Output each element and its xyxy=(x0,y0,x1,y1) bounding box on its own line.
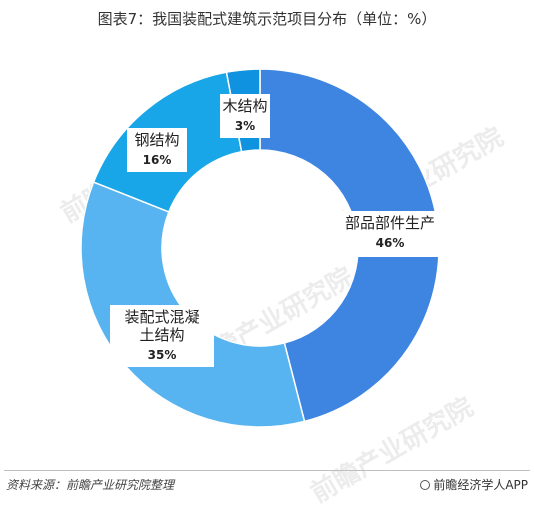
slice-name-label: 部品部件生产 xyxy=(345,214,435,232)
chart-title: 图表7：我国装配式建筑示范项目分布（单位：%） xyxy=(97,10,437,28)
slice-name-label: 木结构 xyxy=(222,97,267,115)
slice-name-label: 土结构 xyxy=(139,326,184,344)
donut-slice xyxy=(259,68,440,423)
slice-name-label: 装配式混凝 xyxy=(124,308,199,326)
donut-slice xyxy=(80,181,306,428)
brand-logo-icon xyxy=(420,480,431,490)
slice-value-label: 35% xyxy=(148,348,177,362)
slice-label-box xyxy=(333,211,447,257)
slice-name-label: 钢结构 xyxy=(134,131,179,149)
source-note: 资料来源：前瞻产业研究院整理 xyxy=(6,478,175,492)
brand-credit: 前瞻经济学人APP xyxy=(420,476,528,493)
slice-label-box xyxy=(220,94,270,138)
slice-value-label: 3% xyxy=(235,119,255,133)
slice-label-box xyxy=(127,128,187,172)
slice-label-box xyxy=(110,305,214,367)
brand-name: 前瞻经济学人APP xyxy=(433,478,528,492)
slice-value-label: 16% xyxy=(143,153,172,167)
slice-value-label: 46% xyxy=(376,236,405,250)
footer-divider xyxy=(4,470,530,471)
